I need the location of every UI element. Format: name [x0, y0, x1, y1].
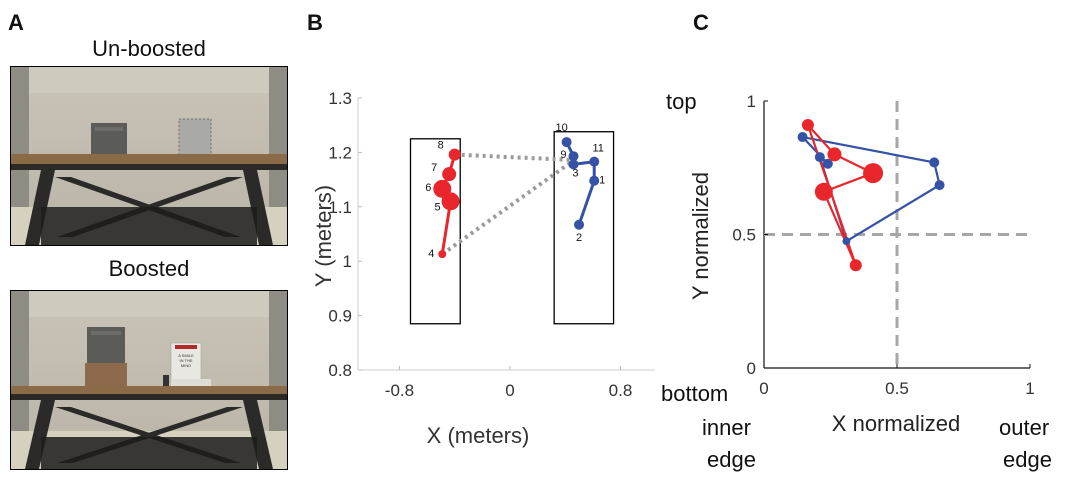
chart-b-point-label: 9: [560, 149, 566, 161]
corner-label-inner-line-2: edge: [707, 447, 756, 472]
corner-label-outer-line-2: edge: [1003, 447, 1052, 472]
chart-b-point-label: 3: [572, 167, 578, 179]
chart-b-point-red: [433, 179, 452, 198]
chart-b-point-red: [438, 250, 447, 259]
chart-c-point-blue: [842, 237, 851, 246]
chart-c-point-blue: [822, 158, 833, 169]
chart-c-point-red: [827, 147, 842, 162]
chart-c-y-axis-label: Y normalized: [688, 172, 713, 300]
boosted-caption: Boosted: [108, 256, 190, 281]
chart-c-point-blue: [797, 132, 808, 143]
chart-c-point-blue: [814, 152, 825, 163]
corner-label-top: top: [666, 89, 697, 114]
chart-b-point-label: 10: [555, 122, 567, 134]
chart-b-point-blue: [574, 219, 585, 230]
book-text-line-3: MIND: [181, 363, 191, 368]
chart-b-dotted-link: [454, 152, 574, 163]
chart-c-point-red: [863, 163, 884, 184]
chart-b-x-tick-label: 0: [505, 381, 514, 400]
chart-b-point-blue: [568, 151, 579, 162]
chart-b-region-rect: [409, 138, 461, 325]
corner-label-bottom: bottom: [661, 381, 728, 406]
chart-b-dotted-link: [441, 158, 575, 256]
chart-b-region-rect: [553, 131, 615, 325]
chart-c-y-tick-label: 0.5: [732, 226, 756, 245]
boosted-scene-drawing: A SMILE IN THE MIND: [11, 291, 287, 469]
boosted-scene-image: A SMILE IN THE MIND: [10, 290, 288, 470]
chart-b-point-label: 2: [576, 232, 582, 244]
unboosted-scene-drawing: [11, 67, 287, 245]
chart-c-point-red: [801, 119, 814, 132]
chart-b-x-tick-label: 0.8: [609, 381, 633, 400]
chart-b-point-label: 7: [431, 162, 437, 174]
book-text-line-1: A SMILE: [178, 353, 194, 358]
book-text-line-2: IN THE: [179, 358, 192, 363]
panel-b-letter: B: [307, 10, 323, 35]
chart-b-point-label: 11: [593, 143, 604, 155]
panel-a-letter: A: [8, 10, 24, 35]
chart-b-x-axis-label: X (meters): [427, 423, 530, 448]
chart-c-point-blue: [934, 180, 945, 191]
chart-c-y-tick-label: 1: [747, 92, 756, 111]
chart-b-point-label: 6: [425, 182, 431, 194]
chart-b-point-label: 8: [438, 140, 444, 152]
chart-b-y-tick-label: 1.3: [328, 89, 352, 108]
chart-b-point-red: [442, 167, 457, 182]
chart-b-y-tick-label: 1: [343, 252, 352, 271]
chart-c-x-axis-label: X normalized: [832, 411, 960, 436]
corner-label-inner-line-1: inner: [702, 415, 751, 440]
chart-c-y-tick-label: 0: [747, 359, 756, 378]
panel-c-letter: C: [693, 10, 709, 35]
chart-c-group: 0 0.5 1 0 0.5 1 X normalized Y normalized top…: [661, 89, 1052, 472]
chart-c-series-polygon-red: [806, 124, 876, 266]
chart-c-x-tick-label: 0.5: [885, 379, 909, 398]
chart-c-point-blue: [929, 157, 940, 168]
chart-b-x-tick-label: -0.8: [385, 381, 414, 400]
chart-b-point-label: 5: [434, 201, 440, 213]
unboosted-caption: Un-boosted: [92, 36, 206, 61]
chart-c-point-red: [814, 182, 833, 201]
corner-label-outer-line-1: outer: [999, 415, 1049, 440]
chart-c-x-tick-label: 1: [1025, 379, 1034, 398]
chart-b-point-blue: [589, 156, 600, 167]
chart-b-y-tick-label: 0.9: [328, 307, 352, 326]
chart-b-y-tick-label: 1.2: [328, 143, 352, 162]
chart-b-y-tick-label: 1.1: [328, 198, 352, 217]
chart-b-point-blue: [568, 159, 579, 170]
chart-b-point-blue: [561, 137, 572, 148]
chart-b-point-label: 1: [599, 175, 605, 187]
chart-b-point-blue: [589, 175, 600, 186]
chart-b-y-tick-label: 0.8: [328, 361, 352, 380]
chart-c-point-red: [849, 259, 862, 272]
chart-c-x-tick-label: 0: [759, 379, 768, 398]
unboosted-scene-image: [10, 66, 288, 246]
chart-b-point-label: 4: [428, 248, 434, 260]
chart-b-point-red: [448, 148, 461, 161]
chart-b-y-axis-label: Y (meters): [311, 185, 336, 287]
